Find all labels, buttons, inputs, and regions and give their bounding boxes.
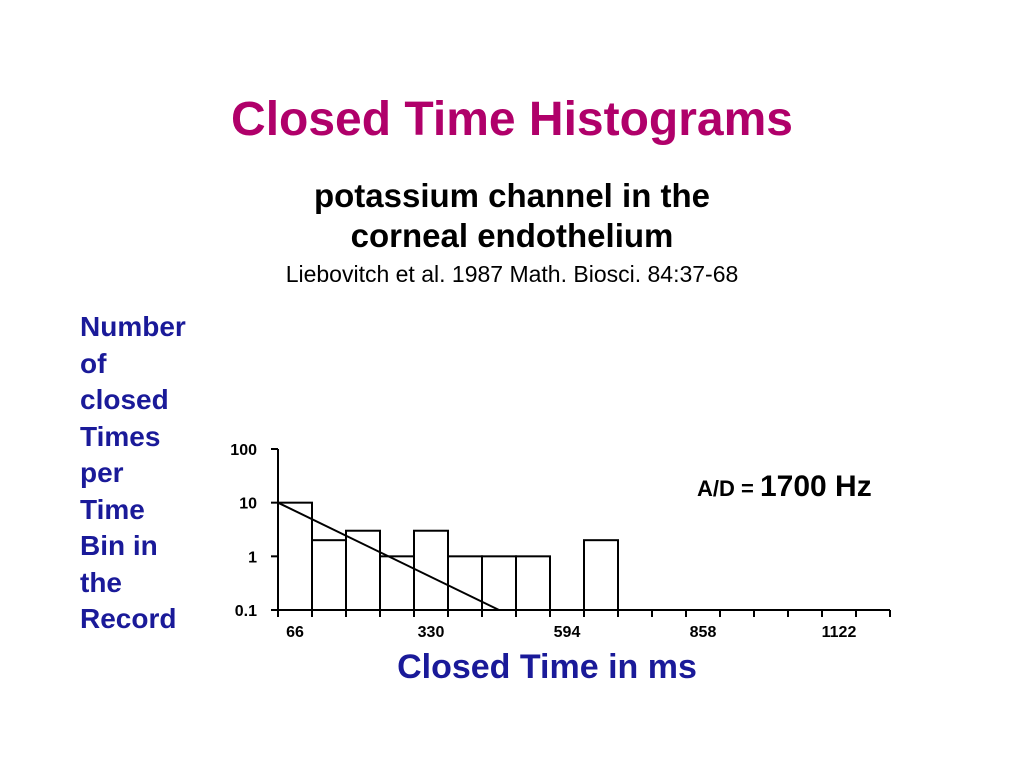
y-tick-label: 1 (248, 549, 257, 566)
x-tick-label: 594 (554, 624, 581, 641)
bars-group (277, 501, 619, 612)
y-axis-label: Number of closed Times per Time Bin in t… (80, 309, 220, 638)
axes-group: 100 10 1 0.1 66 330 594 858 1122 (230, 442, 891, 641)
histogram-bar (277, 501, 313, 611)
y-label-line: per (80, 457, 124, 488)
y-tick-label: 100 (230, 442, 257, 459)
x-tick-label: 858 (690, 624, 717, 641)
histogram-bar (379, 555, 415, 611)
y-label-line: Record (80, 603, 177, 634)
y-tick-label: 0.1 (235, 603, 257, 620)
y-tick-label: 10 (239, 496, 257, 513)
x-axis-label: Closed Time in ms (397, 648, 697, 686)
slide-subtitle: potassium channel in the corneal endothe… (0, 176, 1024, 256)
y-label-line: the (80, 566, 122, 598)
histogram-bar (583, 539, 619, 611)
subtitle-line: corneal endothelium (350, 217, 674, 254)
y-label-line: closed (80, 384, 169, 415)
y-label-line: of (80, 347, 107, 379)
fit-line-group (277, 501, 500, 611)
y-label-line: Number (80, 311, 186, 342)
x-tick-label: 1122 (822, 624, 857, 641)
histogram-bar (345, 529, 381, 612)
histogram-bar (311, 539, 347, 611)
x-tick-label: 66 (286, 624, 304, 641)
citation: Liebovitch et al. 1987 Math. Biosci. 84:… (285, 261, 739, 287)
fit-line (277, 501, 500, 611)
y-label-line: Time (80, 493, 145, 525)
subtitle-line: potassium channel in the (313, 177, 711, 214)
annotation-value: 1700 Hz (759, 470, 872, 503)
slide-title: Closed Time Histograms (231, 93, 793, 146)
y-label-line: Bin in (80, 530, 158, 561)
histogram-bar (481, 555, 517, 611)
histogram-bar (447, 555, 483, 611)
histogram-bar (515, 555, 551, 611)
annotation-label: A/D = (697, 476, 760, 501)
sampling-rate-annotation: A/D = 1700 Hz (697, 470, 872, 504)
y-label-line: Times (80, 420, 161, 452)
x-tick-label: 330 (418, 624, 445, 641)
